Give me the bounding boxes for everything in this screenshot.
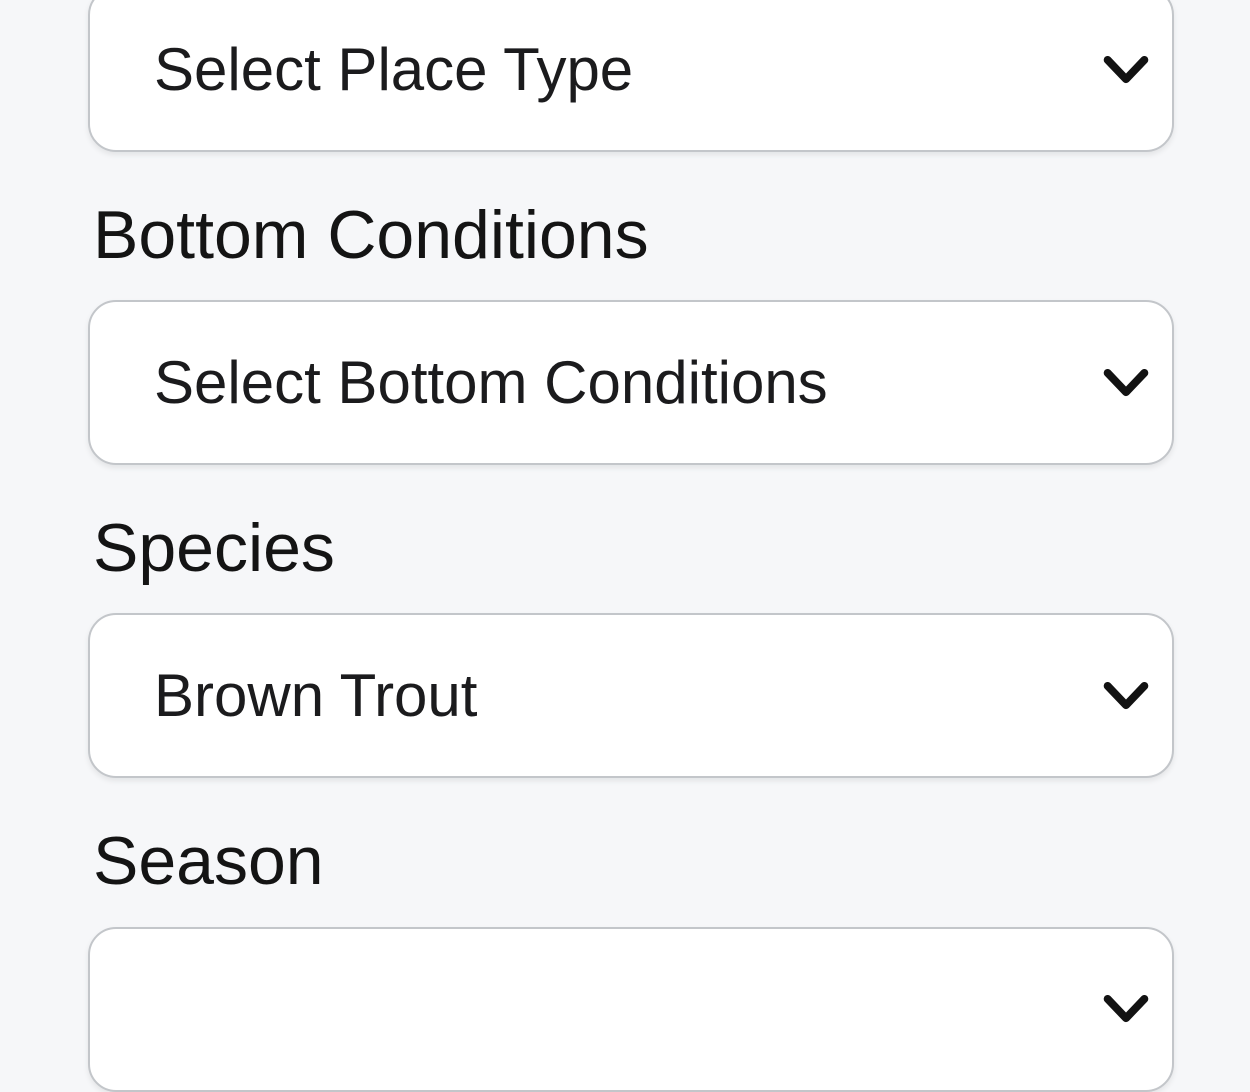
bottom-conditions-select[interactable]: Select Bottom Conditions: [88, 300, 1174, 466]
bottom-conditions-label: Bottom Conditions: [93, 197, 649, 273]
bottom-conditions-selected-value: Select Bottom Conditions: [154, 349, 828, 417]
season-select[interactable]: [88, 926, 1174, 1092]
chevron-down-icon: [1102, 985, 1150, 1033]
filter-form: Select Place Type Bottom Conditions Sele…: [88, 0, 1174, 1092]
chevron-down-icon: [1102, 672, 1150, 720]
place-type-select[interactable]: Select Place Type: [88, 0, 1174, 152]
place-type-selected-value: Select Place Type: [154, 36, 634, 103]
chevron-down-icon: [1102, 359, 1150, 407]
season-label: Season: [93, 823, 324, 900]
species-selected-value: Brown Trout: [154, 662, 478, 730]
chevron-down-icon: [1102, 46, 1150, 94]
species-label: Species: [93, 510, 335, 587]
species-select[interactable]: Brown Trout: [88, 613, 1174, 779]
